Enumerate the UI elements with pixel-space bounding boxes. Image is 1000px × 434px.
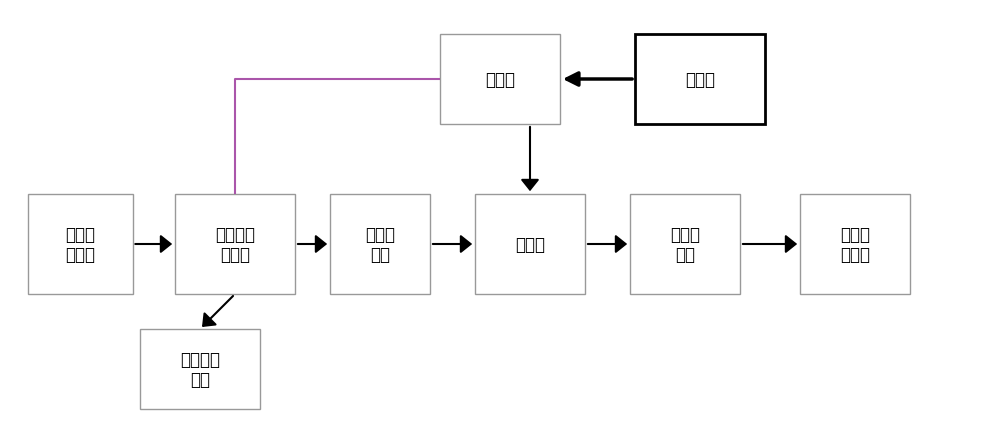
Text: 冷空气: 冷空气 — [685, 71, 715, 89]
Bar — [635, 35, 765, 125]
Bar — [140, 329, 260, 409]
Bar — [330, 194, 430, 294]
Text: 土壤进
料装置: 土壤进 料装置 — [65, 225, 95, 264]
Text: 活性炭
吸附塔: 活性炭 吸附塔 — [840, 225, 870, 264]
Text: 土壤出料
装置: 土壤出料 装置 — [180, 350, 220, 388]
Text: 燃烧室: 燃烧室 — [515, 236, 545, 253]
Text: 旋风除
尘器: 旋风除 尘器 — [365, 225, 395, 264]
Bar — [475, 194, 585, 294]
Bar — [28, 194, 132, 294]
Text: 配气室: 配气室 — [485, 71, 515, 89]
Bar — [440, 35, 560, 125]
Text: 土壤热脱
附装置: 土壤热脱 附装置 — [215, 225, 255, 264]
Bar — [630, 194, 740, 294]
Text: 喷雾冷
却塔: 喷雾冷 却塔 — [670, 225, 700, 264]
Bar — [175, 194, 295, 294]
Bar — [800, 194, 910, 294]
